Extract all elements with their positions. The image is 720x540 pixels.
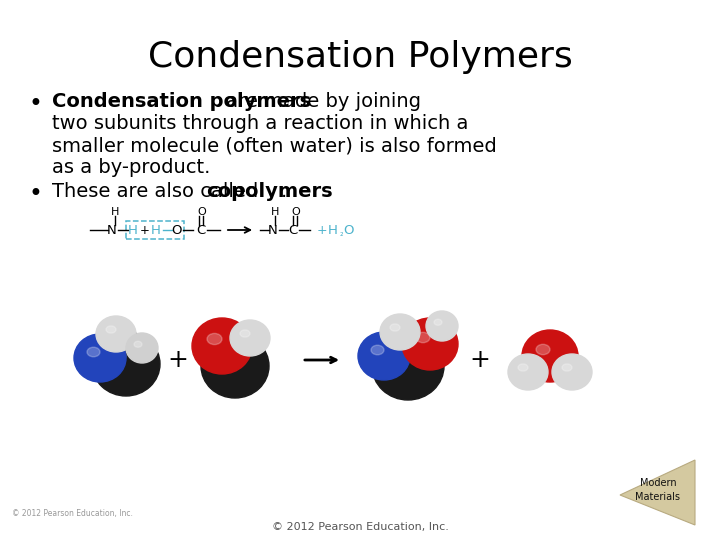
Ellipse shape bbox=[390, 324, 400, 331]
Ellipse shape bbox=[87, 347, 100, 357]
Text: N: N bbox=[268, 224, 278, 237]
Ellipse shape bbox=[96, 316, 136, 352]
Ellipse shape bbox=[126, 333, 158, 363]
Ellipse shape bbox=[192, 318, 252, 374]
Text: •: • bbox=[28, 182, 42, 206]
Ellipse shape bbox=[218, 352, 235, 365]
Ellipse shape bbox=[372, 332, 444, 400]
Ellipse shape bbox=[508, 354, 548, 390]
Text: +: + bbox=[140, 224, 150, 237]
Ellipse shape bbox=[201, 334, 269, 398]
Ellipse shape bbox=[230, 320, 270, 356]
Text: O: O bbox=[172, 224, 182, 237]
Ellipse shape bbox=[426, 311, 458, 341]
Ellipse shape bbox=[402, 318, 458, 370]
Ellipse shape bbox=[109, 349, 126, 362]
Ellipse shape bbox=[416, 332, 430, 343]
Text: +: + bbox=[317, 224, 328, 237]
Ellipse shape bbox=[562, 364, 572, 371]
Ellipse shape bbox=[207, 333, 222, 345]
Text: © 2012 Pearson Education, Inc.: © 2012 Pearson Education, Inc. bbox=[12, 509, 133, 518]
Text: Modern
Materials: Modern Materials bbox=[636, 478, 680, 502]
Ellipse shape bbox=[106, 326, 116, 333]
Text: +: + bbox=[469, 348, 490, 372]
Ellipse shape bbox=[371, 345, 384, 355]
Text: O: O bbox=[292, 207, 300, 217]
Text: H: H bbox=[328, 224, 338, 237]
Ellipse shape bbox=[380, 314, 420, 350]
Text: two subunits through a reaction in which a: two subunits through a reaction in which… bbox=[52, 114, 469, 133]
Ellipse shape bbox=[134, 341, 142, 347]
Polygon shape bbox=[620, 460, 695, 525]
Text: H: H bbox=[111, 207, 120, 217]
Text: Condensation Polymers: Condensation Polymers bbox=[148, 40, 572, 74]
Text: C: C bbox=[289, 224, 297, 237]
Text: +: + bbox=[168, 348, 189, 372]
Text: H: H bbox=[128, 224, 138, 237]
Text: •: • bbox=[28, 92, 42, 116]
Text: ₂: ₂ bbox=[339, 230, 343, 239]
Text: O: O bbox=[197, 207, 207, 217]
Text: These are also called: These are also called bbox=[52, 182, 264, 201]
Text: are made by joining: are made by joining bbox=[220, 92, 421, 111]
Ellipse shape bbox=[74, 334, 126, 382]
Ellipse shape bbox=[434, 319, 442, 325]
Text: Condensation polymers: Condensation polymers bbox=[52, 92, 311, 111]
Ellipse shape bbox=[552, 354, 592, 390]
Text: H: H bbox=[271, 207, 279, 217]
Ellipse shape bbox=[536, 345, 550, 355]
Ellipse shape bbox=[390, 350, 408, 365]
Ellipse shape bbox=[240, 330, 250, 337]
Ellipse shape bbox=[358, 332, 410, 380]
Ellipse shape bbox=[522, 330, 578, 382]
Text: O: O bbox=[343, 224, 354, 237]
Text: as a by-product.: as a by-product. bbox=[52, 158, 210, 177]
Ellipse shape bbox=[518, 364, 528, 371]
Text: © 2012 Pearson Education, Inc.: © 2012 Pearson Education, Inc. bbox=[271, 522, 449, 532]
Text: .: . bbox=[281, 182, 287, 201]
Text: smaller molecule (often water) is also formed: smaller molecule (often water) is also f… bbox=[52, 136, 497, 155]
Ellipse shape bbox=[92, 332, 160, 396]
Text: N: N bbox=[107, 224, 117, 237]
Text: copolymers: copolymers bbox=[206, 182, 333, 201]
Text: H: H bbox=[151, 224, 161, 237]
Text: C: C bbox=[197, 224, 206, 237]
